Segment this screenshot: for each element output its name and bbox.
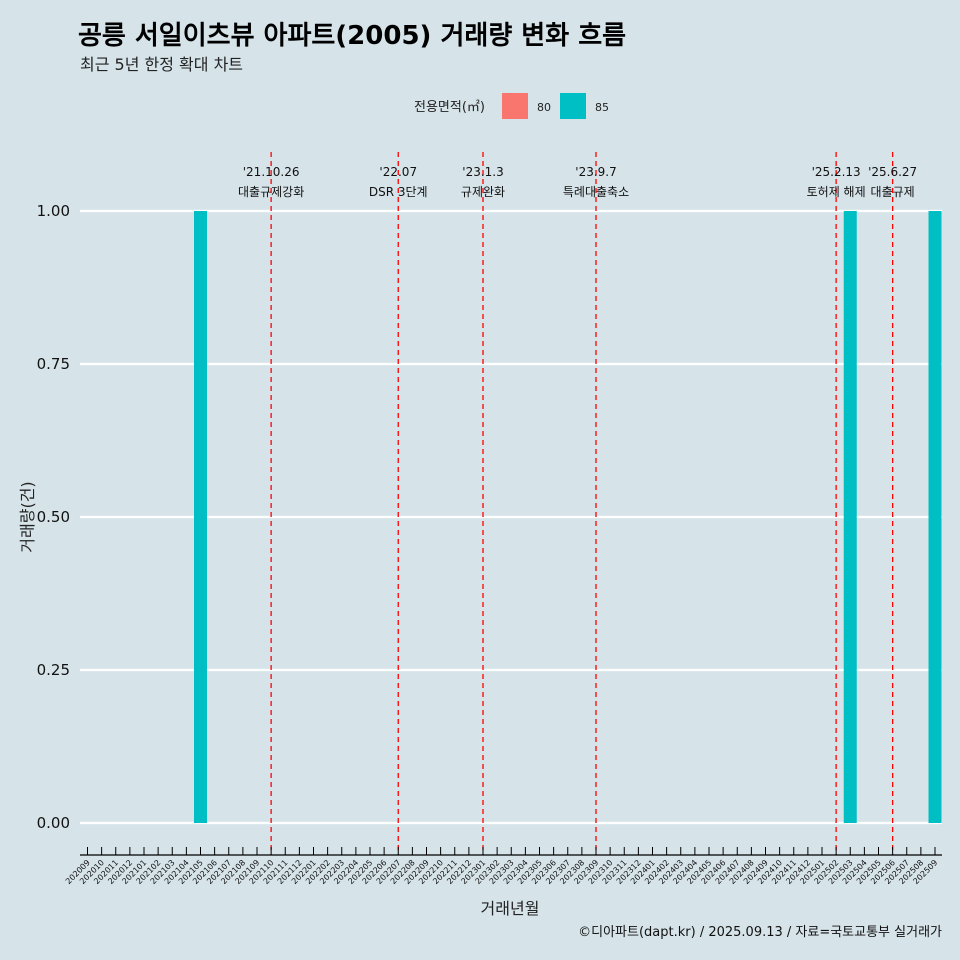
legend-label-80: 80 [537, 101, 551, 114]
chart-subtitle: 최근 5년 한정 확대 차트 [80, 55, 243, 74]
legend-label-85: 85 [595, 101, 609, 114]
bar-202509 [928, 211, 942, 823]
y-axis-ticks: 0.00 0.25 0.50 0.75 1.00 [37, 202, 70, 832]
event-date: '22.07 [379, 165, 417, 179]
gridlines [80, 209, 942, 825]
caption: ©디아파트(dapt.kr) / 2025.09.13 / 자료=국토교통부 실… [578, 925, 942, 940]
y-tick-label: 0.00 [37, 814, 70, 832]
event-label: 대출규제 [871, 185, 915, 199]
y-tick-label: 0.75 [37, 355, 70, 373]
event-label: 대출규제강화 [238, 185, 304, 199]
bar-202503 [843, 211, 857, 823]
legend: 전용면적(㎡) 80 85 [414, 93, 609, 119]
event-date: '25.2.13 [812, 165, 861, 179]
y-tick-label: 0.25 [37, 661, 70, 679]
x-axis: 2020092020102020112020122021012021022021… [64, 847, 942, 886]
event-date: '25.6.27 [868, 165, 917, 179]
event-date: '23.9.7 [575, 165, 616, 179]
y-axis-label: 거래량(건) [18, 481, 37, 552]
bars [194, 211, 942, 823]
legend-title: 전용면적(㎡) [414, 100, 485, 115]
event-label: 규제완화 [461, 185, 505, 199]
legend-swatch-85 [560, 93, 586, 119]
chart-title: 공릉 서일이츠뷰 아파트(2005) 거래량 변화 흐름 [78, 21, 626, 51]
x-axis-label: 거래년월 [481, 899, 540, 918]
legend-swatch-80 [502, 93, 528, 119]
event-date: '21.10.26 [243, 165, 300, 179]
event-label: 특례대출축소 [563, 185, 629, 199]
event-label: 토허제 해제 [807, 185, 866, 199]
bar-202105 [194, 211, 207, 823]
event-lines: '21.10.26 대출규제강화 '22.07 DSR 3단계 '23.1.3 규제완화 '… [238, 152, 917, 855]
y-tick-label: 1.00 [37, 202, 70, 220]
event-date: '23.1.3 [462, 165, 503, 179]
y-tick-label: 0.50 [37, 508, 70, 526]
event-label: DSR 3단계 [369, 185, 428, 199]
